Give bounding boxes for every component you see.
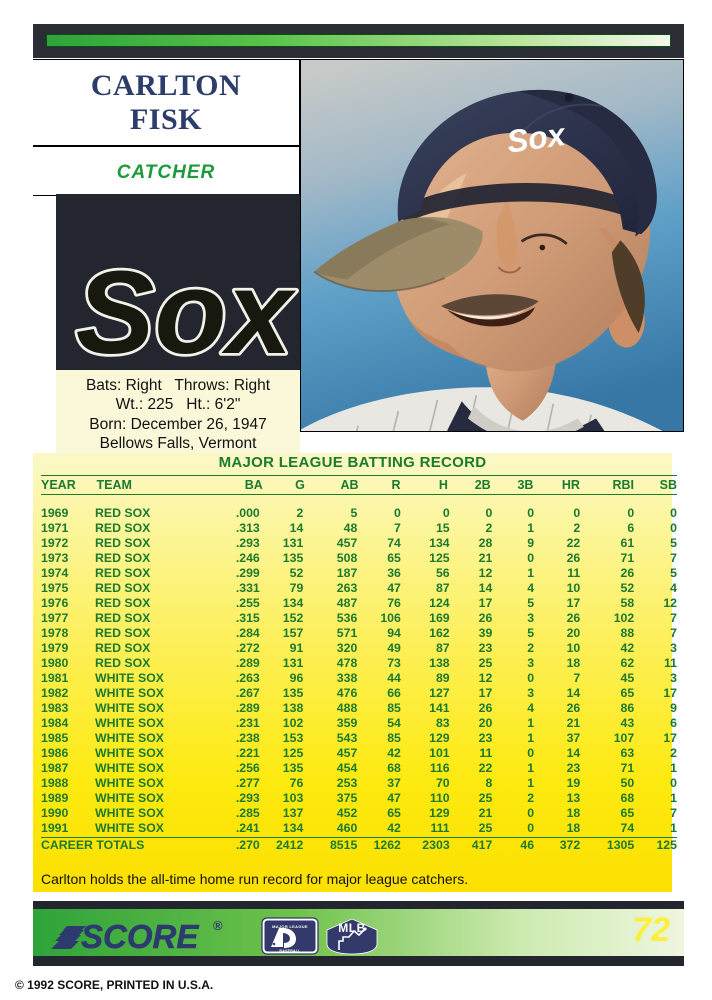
svg-text:®: ® <box>213 918 223 933</box>
svg-text:MAJOR LEAGUE: MAJOR LEAGUE <box>272 924 308 929</box>
svg-text:Sox: Sox <box>76 247 297 370</box>
svg-text:BASEBALL: BASEBALL <box>279 949 301 953</box>
svg-text:SCORE: SCORE <box>81 918 199 955</box>
